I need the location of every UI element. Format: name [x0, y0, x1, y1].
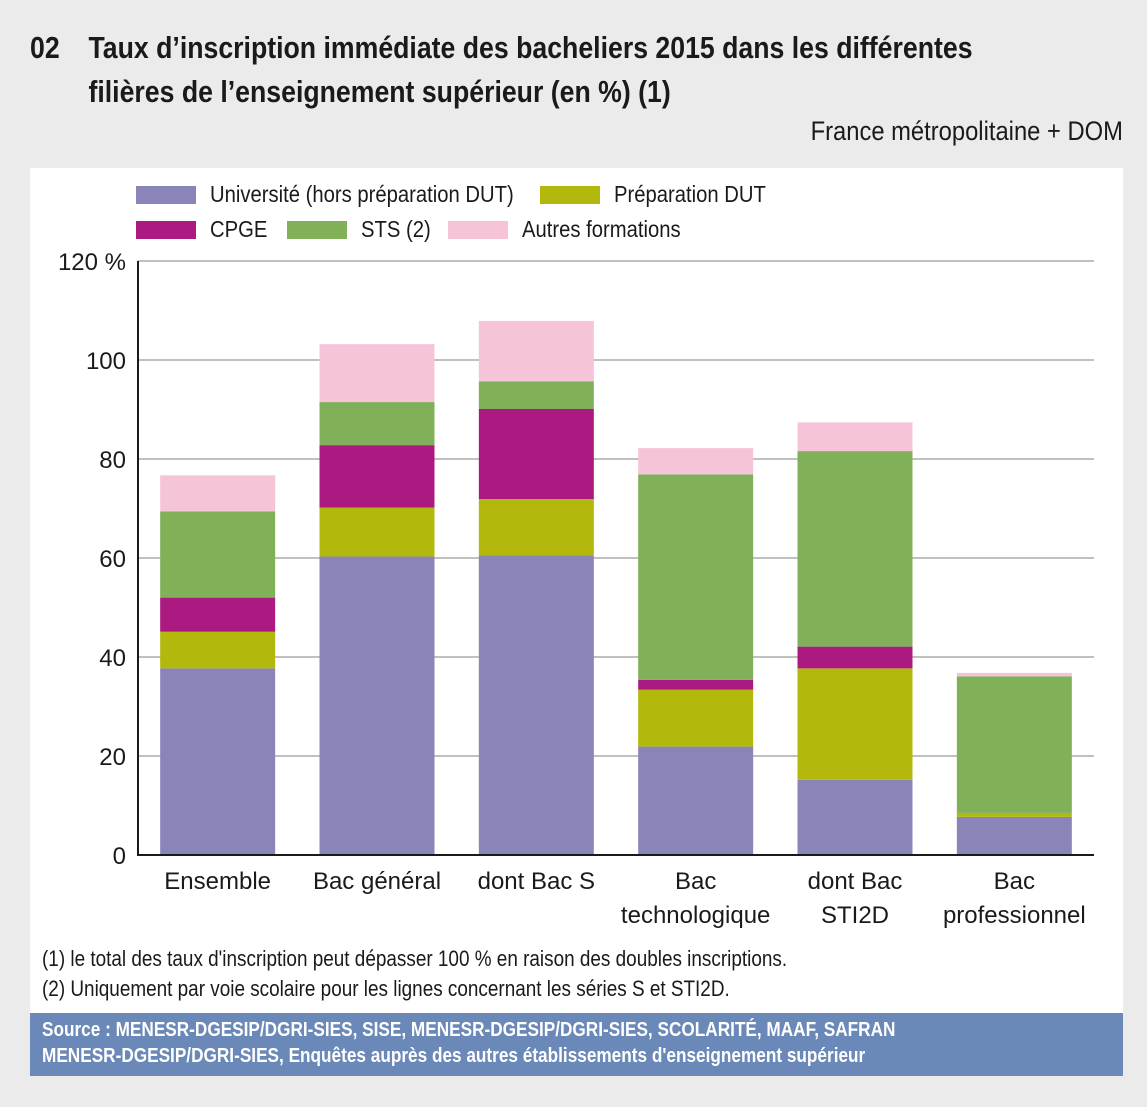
- legend-swatch: [287, 220, 347, 239]
- legend-item-autres-formations: Autres formations: [448, 216, 702, 243]
- legend-item-universite: Université (hors préparation DUT): [136, 181, 555, 208]
- x-tick-label: dont Bac: [808, 868, 903, 895]
- legend-item-preparation-dut: Préparation DUT: [540, 181, 787, 208]
- footnote-2: (2) Uniquement par voie scolaire pour le…: [42, 976, 730, 1001]
- bar-segment-pr-paration-dut: [478, 499, 594, 556]
- chart-title: 02 Taux d’inscription immédiate des bache…: [30, 26, 976, 114]
- stacked-bar-chart: 0 20 40 60 80 100 120 % Ensemble Bac général dont…: [58, 249, 1094, 929]
- bar-segment-cpge: [160, 597, 276, 632]
- legend-item-cpge: CPGE: [136, 216, 275, 243]
- legend-swatch: [136, 220, 196, 239]
- bar-segment-pr-paration-dut: [638, 689, 754, 747]
- bar-segment-sts-2: [797, 451, 913, 647]
- bar-segment-universit-hors-pr-paration-dut: [478, 555, 594, 855]
- x-tick-label: Bac: [994, 868, 1035, 895]
- bar-segment-sts-2: [478, 381, 594, 410]
- legend-label: CPGE: [210, 216, 268, 242]
- y-tick-label: 40: [99, 645, 126, 672]
- source-band: Source : MENESR-DGESIP/DGRI-SIES, SISE, …: [30, 1013, 1123, 1076]
- bar-segment-pr-paration-dut: [160, 631, 276, 669]
- source-line-1: Source : MENESR-DGESIP/DGRI-SIES, SISE, …: [42, 1019, 896, 1041]
- legend-swatch: [136, 185, 196, 204]
- x-tick-label: STI2D: [821, 902, 889, 929]
- bar-segment-sts-2: [638, 474, 754, 680]
- bar-segment-universit-hors-pr-paration-dut: [956, 816, 1072, 855]
- bar-segment-autres-formations: [160, 475, 276, 512]
- bar-segment-autres-formations: [638, 448, 754, 475]
- y-tick-label: 120 %: [58, 249, 126, 276]
- bar-segment-cpge: [478, 409, 594, 500]
- bar-segment-cpge: [638, 679, 754, 690]
- x-tick-label: Bac général: [313, 868, 441, 895]
- y-tick-label: 60: [99, 546, 126, 573]
- legend-label: Préparation DUT: [614, 181, 766, 207]
- x-tick-label: professionnel: [943, 902, 1086, 929]
- chart-panel: Université (hors préparation DUT) Prépar…: [30, 168, 1123, 1013]
- source-line-2: MENESR-DGESIP/DGRI-SIES, Enquêtes auprès…: [42, 1045, 866, 1067]
- bar-segment-universit-hors-pr-paration-dut: [160, 668, 276, 855]
- y-tick-label: 80: [99, 447, 126, 474]
- x-tick-label: dont Bac S: [478, 868, 595, 895]
- bar-segment-sts-2: [956, 676, 1072, 813]
- bar-segment-autres-formations: [956, 672, 1072, 677]
- bar-segment-autres-formations: [478, 320, 594, 382]
- legend-swatch: [540, 185, 600, 204]
- figure-number: 02: [30, 30, 60, 65]
- bar-segment-pr-paration-dut: [797, 668, 913, 780]
- legend-label: Autres formations: [522, 216, 681, 242]
- title-line-2: filières de l’enseignement supérieur (en…: [88, 74, 671, 109]
- y-tick-label: 100: [86, 348, 126, 375]
- chart-subtitle: France métropolitaine + DOM: [810, 116, 1123, 146]
- legend-label: Université (hors préparation DUT): [210, 181, 514, 207]
- legend-swatch: [448, 220, 508, 239]
- legend-label: STS (2): [361, 216, 431, 242]
- bar-segment-universit-hors-pr-paration-dut: [797, 779, 913, 855]
- footnote-1: (1) le total des taux d'inscription peut…: [42, 946, 788, 971]
- legend-item-sts: STS (2): [287, 216, 440, 243]
- x-tick-label: Bac: [675, 868, 716, 895]
- bar-segment-pr-paration-dut: [319, 507, 435, 557]
- bar-segment-cpge: [319, 445, 435, 508]
- x-tick-label: technologique: [621, 902, 770, 929]
- bar-segment-sts-2: [160, 511, 276, 598]
- bar-segment-universit-hors-pr-paration-dut: [319, 556, 435, 855]
- bar-segment-sts-2: [319, 402, 435, 446]
- bar-segment-autres-formations: [797, 422, 913, 452]
- y-tick-label: 0: [113, 843, 126, 870]
- bar-segment-cpge: [797, 646, 913, 669]
- x-tick-label: Ensemble: [164, 868, 271, 895]
- y-tick-label: 20: [99, 744, 126, 771]
- title-line-1: Taux d’inscription immédiate des bacheli…: [88, 30, 973, 65]
- bar-segment-universit-hors-pr-paration-dut: [638, 746, 754, 855]
- bar-segment-pr-paration-dut: [956, 812, 1072, 817]
- bar-segment-autres-formations: [319, 344, 435, 403]
